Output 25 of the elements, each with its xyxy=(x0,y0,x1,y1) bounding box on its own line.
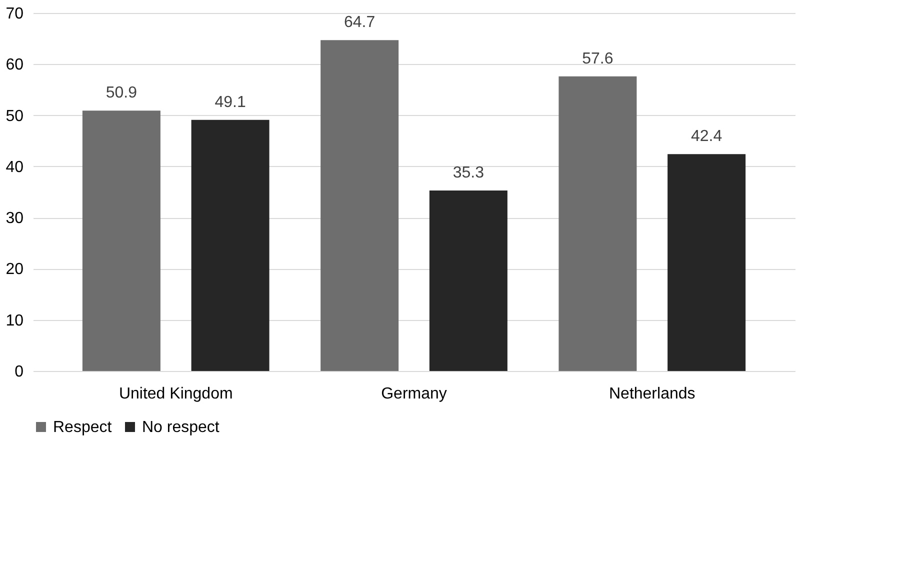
y-tick-label: 50 xyxy=(6,108,24,125)
data-label: 50.9 xyxy=(106,84,138,102)
y-tick-label: 40 xyxy=(6,158,24,176)
x-tick-label: Germany xyxy=(381,386,447,402)
y-tick-label: 20 xyxy=(6,261,24,278)
bar xyxy=(429,190,508,371)
data-label: 57.6 xyxy=(582,50,614,68)
y-tick-label: 70 xyxy=(6,6,24,22)
bar xyxy=(320,40,399,371)
data-label: 35.3 xyxy=(452,164,484,182)
y-tick-label: 0 xyxy=(14,364,24,380)
bar xyxy=(558,76,637,371)
bar xyxy=(668,154,746,371)
x-tick-label: United Kingdom xyxy=(118,386,233,402)
bar xyxy=(191,120,270,371)
legend-label: Respect xyxy=(53,419,112,436)
data-label: 64.7 xyxy=(344,14,376,32)
x-tick-label: Netherlands xyxy=(608,386,696,402)
bar xyxy=(82,110,160,371)
y-tick-label: 60 xyxy=(6,56,24,74)
data-label: 42.4 xyxy=(690,128,722,146)
y-tick-label: 10 xyxy=(6,312,24,330)
data-label: 49.1 xyxy=(214,94,246,111)
legend-label: No respect xyxy=(142,419,220,436)
y-tick-label: 30 xyxy=(6,210,24,228)
